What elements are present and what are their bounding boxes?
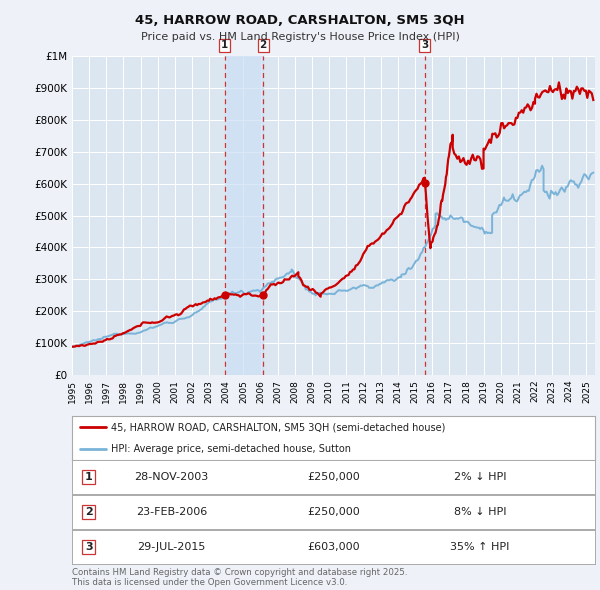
Text: £250,000: £250,000 — [307, 472, 360, 482]
Text: 3: 3 — [85, 542, 92, 552]
Text: This data is licensed under the Open Government Licence v3.0.: This data is licensed under the Open Gov… — [72, 578, 347, 587]
Text: 29-JUL-2015: 29-JUL-2015 — [137, 542, 206, 552]
Text: 45, HARROW ROAD, CARSHALTON, SM5 3QH (semi-detached house): 45, HARROW ROAD, CARSHALTON, SM5 3QH (se… — [111, 422, 446, 432]
Text: 1: 1 — [221, 41, 229, 50]
Text: Price paid vs. HM Land Registry's House Price Index (HPI): Price paid vs. HM Land Registry's House … — [140, 32, 460, 42]
Text: 23-FEB-2006: 23-FEB-2006 — [136, 507, 207, 517]
Text: Contains HM Land Registry data © Crown copyright and database right 2025.: Contains HM Land Registry data © Crown c… — [72, 568, 407, 577]
Text: £250,000: £250,000 — [307, 507, 360, 517]
Text: 2: 2 — [85, 507, 92, 517]
Text: 8% ↓ HPI: 8% ↓ HPI — [454, 507, 506, 517]
Text: 2: 2 — [260, 41, 267, 50]
Text: £603,000: £603,000 — [307, 542, 360, 552]
Text: 1: 1 — [85, 472, 92, 482]
Text: 35% ↑ HPI: 35% ↑ HPI — [450, 542, 509, 552]
Text: 28-NOV-2003: 28-NOV-2003 — [134, 472, 208, 482]
Text: 2% ↓ HPI: 2% ↓ HPI — [454, 472, 506, 482]
Bar — [225, 56, 263, 375]
Text: HPI: Average price, semi-detached house, Sutton: HPI: Average price, semi-detached house,… — [111, 444, 351, 454]
Text: 3: 3 — [421, 41, 428, 50]
Text: 45, HARROW ROAD, CARSHALTON, SM5 3QH: 45, HARROW ROAD, CARSHALTON, SM5 3QH — [135, 14, 465, 27]
